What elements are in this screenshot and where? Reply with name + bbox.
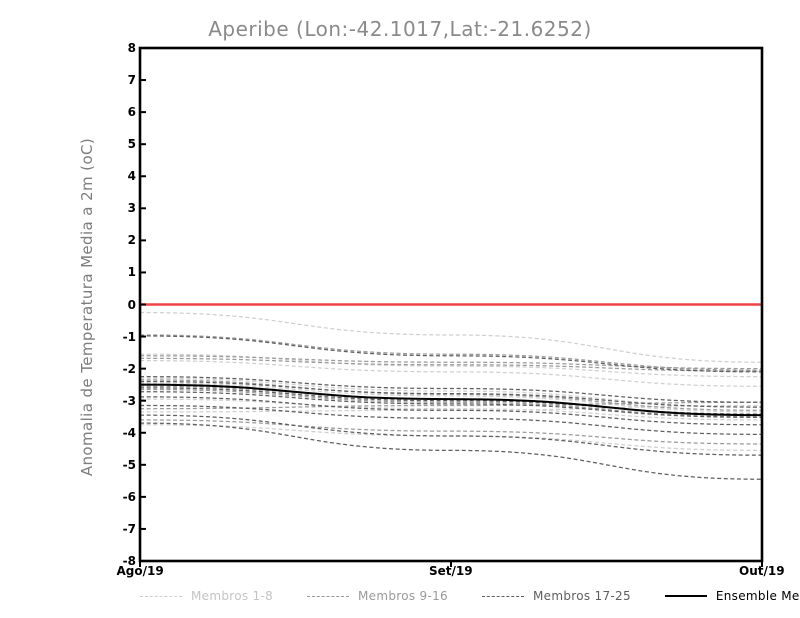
series-line: [139, 414, 763, 456]
y-tick-label: -1: [122, 329, 136, 344]
series-line: [139, 377, 763, 408]
legend-label: Membros 1-8: [191, 589, 274, 603]
x-axis-tick-out: Out/19: [739, 564, 785, 578]
series-line: [139, 379, 763, 411]
series-line: [139, 357, 763, 372]
series-line: [139, 335, 763, 373]
y-tick-label: -5: [122, 457, 136, 472]
chart-title: Aperibe (Lon:-42.1017,Lat:-21.6252): [208, 17, 592, 41]
series-line: [139, 376, 763, 403]
series-line: [139, 355, 763, 370]
series-layer: [139, 311, 763, 480]
y-tick-label: -3: [122, 393, 136, 408]
legend-label: Membros 17-25: [533, 589, 631, 603]
series-line: [139, 398, 763, 421]
y-tick-label: -7: [122, 521, 136, 536]
chart-legend: Membros 1-8 Membros 9-16 Membros 17-25 Ense…: [140, 586, 800, 606]
series-line: [139, 388, 763, 418]
y-tick-label: 1: [127, 265, 136, 280]
y-tick-label: -2: [122, 361, 136, 376]
legend-item[interactable]: Membros 9-16: [307, 589, 448, 603]
legend-item[interactable]: Membros 17-25: [482, 589, 631, 603]
series-line: [139, 359, 763, 387]
y-axis-ticks: [140, 47, 146, 562]
y-tick-label: 7: [127, 73, 136, 88]
legend-item[interactable]: Ensemble Mean: [664, 589, 800, 603]
series-line: [139, 391, 763, 418]
y-tick-label: 6: [127, 105, 136, 120]
series-line: [139, 353, 763, 378]
legend-label: Ensemble Mean: [715, 589, 800, 603]
y-tick-label: -4: [122, 425, 136, 440]
series-line: [139, 382, 763, 413]
y-axis-tick-labels: 8 7 6 5 4 3 2 1 0 -1 -2 -3 -4 -5 -6 -7 -8: [108, 0, 136, 618]
series-line: [139, 311, 763, 363]
series-line: [139, 396, 763, 426]
legend-swatch-icon: [140, 595, 182, 597]
legend-swatch-icon: [664, 594, 707, 598]
y-tick-label: 8: [127, 41, 136, 55]
series-line: [139, 422, 763, 480]
y-tick-label: 4: [127, 169, 136, 184]
x-axis-ticks: [139, 561, 763, 567]
series-line: [139, 401, 763, 410]
series-line: [139, 419, 763, 445]
series-line: [139, 383, 763, 417]
y-tick-label: 5: [127, 137, 136, 152]
legend-item[interactable]: Membros 1-8: [140, 589, 273, 603]
series-line: [139, 404, 763, 435]
x-axis-tick-set: Set/19: [429, 564, 473, 578]
series-line: [139, 334, 763, 371]
series-line: [139, 387, 763, 415]
y-tick-label: 2: [127, 233, 136, 248]
legend-label: Membros 9-16: [358, 589, 448, 603]
y-tick-label: -6: [122, 489, 136, 504]
y-tick-label: 0: [127, 297, 136, 312]
legend-swatch-icon: [307, 595, 350, 597]
y-tick-label: -8: [122, 554, 136, 568]
y-tick-label: 3: [127, 201, 136, 216]
legend-swatch-icon: [482, 595, 524, 597]
x-axis-tick-ago: Ago/19: [116, 564, 164, 578]
series-line: [139, 424, 763, 452]
series-line: [139, 380, 763, 408]
